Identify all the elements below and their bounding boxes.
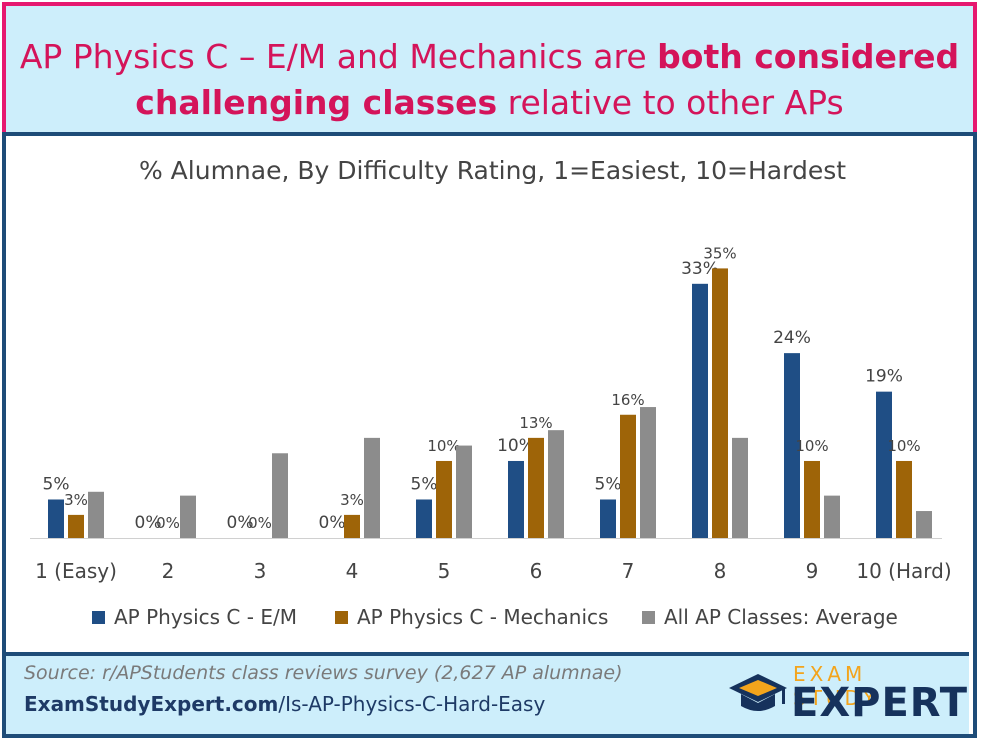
data-label-ap-physics-c-e-m-2: 0%: [135, 513, 162, 533]
bar-ap-physics-c-mechanics-1: [68, 514, 84, 538]
legend-swatch-mechanics: [335, 610, 348, 624]
bar-ap-physics-c-e-m-7: [600, 499, 616, 538]
x-tick-label-1: 1 (Easy): [35, 559, 117, 583]
brand-logo: EXAM STUDY EXPERT: [723, 660, 967, 728]
bar-all-ap-classes-average-3: [272, 453, 288, 538]
legend-item-mechanics: AP Physics C - Mechanics: [335, 605, 608, 629]
data-label-ap-physics-c-e-m-8: 33%: [681, 259, 719, 279]
x-tick-label-4: 4: [346, 559, 359, 583]
bar-ap-physics-c-mechanics-8: [712, 268, 728, 538]
bar-all-ap-classes-average-2: [180, 495, 196, 538]
bar-ap-physics-c-e-m-9: [784, 353, 800, 538]
chart-title: % Alumnae, By Difficulty Rating, 1=Easie…: [138, 156, 847, 185]
data-label-ap-physics-c-mechanics-8: 35%: [703, 244, 736, 262]
footer: Source: r/APStudents class reviews surve…: [6, 652, 969, 734]
legend-label-em: AP Physics C - E/M: [114, 605, 297, 629]
x-tick-label-3: 3: [254, 559, 267, 583]
x-tick-label-5: 5: [438, 559, 451, 583]
logo-text-top: EXAM STUDY: [793, 662, 880, 710]
legend: AP Physics C - E/M AP Physics C - Mechan…: [0, 605, 985, 633]
article-url[interactable]: ExamStudyExpert.com/Is-AP-Physics-C-Hard…: [24, 692, 545, 716]
data-label-ap-physics-c-e-m-1: 5%: [43, 474, 70, 494]
x-tick-label-7: 7: [622, 559, 635, 583]
headline-bold-2: challenging classes: [135, 83, 498, 122]
headline-part-2: relative to other APs: [497, 83, 844, 122]
x-tick-label-8: 8: [714, 559, 727, 583]
x-tick-label-9: 9: [806, 559, 819, 583]
data-label-ap-physics-c-mechanics-5: 10%: [427, 437, 460, 455]
data-label-ap-physics-c-e-m-5: 5%: [411, 474, 438, 494]
url-domain: ExamStudyExpert.com: [24, 692, 279, 716]
source-note: Source: r/APStudents class reviews surve…: [24, 662, 623, 684]
legend-label-average: All AP Classes: Average: [664, 605, 898, 629]
data-label-ap-physics-c-mechanics-6: 13%: [519, 414, 552, 432]
data-label-ap-physics-c-e-m-4: 0%: [319, 513, 346, 533]
bar-all-ap-classes-average-5: [456, 445, 472, 538]
bar-ap-physics-c-mechanics-4: [344, 514, 360, 538]
header-banner: AP Physics C – E/M and Mechanics are bot…: [2, 2, 977, 136]
bar-all-ap-classes-average-9: [824, 495, 840, 538]
bar-ap-physics-c-mechanics-5: [436, 460, 452, 538]
data-label-ap-physics-c-mechanics-1: 3%: [64, 491, 88, 509]
bar-ap-physics-c-mechanics-7: [620, 414, 636, 538]
bar-ap-physics-c-e-m-10: [876, 391, 892, 538]
bar-ap-physics-c-mechanics-9: [804, 460, 820, 538]
bar-all-ap-classes-average-1: [88, 491, 104, 538]
legend-item-average: All AP Classes: Average: [642, 605, 898, 629]
bar-all-ap-classes-average-10: [916, 511, 932, 538]
headline: AP Physics C – E/M and Mechanics are bot…: [6, 34, 973, 126]
bar-ap-physics-c-mechanics-6: [528, 437, 544, 538]
data-label-ap-physics-c-mechanics-7: 16%: [611, 391, 644, 409]
data-label-ap-physics-c-mechanics-10: 10%: [887, 437, 920, 455]
data-label-ap-physics-c-mechanics-9: 10%: [795, 437, 828, 455]
data-label-ap-physics-c-e-m-9: 24%: [773, 328, 811, 348]
logo-text-main: EXPERT: [791, 680, 969, 726]
x-tick-label-6: 6: [530, 559, 543, 583]
bar-ap-physics-c-e-m-8: [692, 283, 708, 538]
bar-ap-physics-c-mechanics-10: [896, 460, 912, 538]
x-tick-label-2: 2: [162, 559, 175, 583]
bar-all-ap-classes-average-6: [548, 430, 564, 538]
data-label-ap-physics-c-mechanics-3: 0%: [248, 514, 272, 532]
graduation-cap-icon: [729, 674, 787, 711]
data-label-ap-physics-c-mechanics-4: 3%: [340, 491, 364, 509]
data-label-ap-physics-c-e-m-7: 5%: [595, 474, 622, 494]
legend-swatch-em: [92, 610, 105, 624]
headline-bold-1: both considered: [657, 37, 960, 76]
data-label-ap-physics-c-e-m-10: 19%: [865, 367, 903, 387]
url-path: /Is-AP-Physics-C-Hard-Easy: [278, 692, 546, 716]
data-label-ap-physics-c-mechanics-2: 0%: [156, 514, 180, 532]
data-label-ap-physics-c-e-m-6: 10%: [497, 436, 535, 456]
bar-all-ap-classes-average-4: [364, 437, 380, 538]
bar-ap-physics-c-e-m-1: [48, 499, 64, 538]
headline-part-1: AP Physics C – E/M and Mechanics are: [19, 37, 658, 76]
legend-label-mechanics: AP Physics C - Mechanics: [357, 605, 609, 629]
bar-all-ap-classes-average-7: [640, 407, 656, 538]
bar-ap-physics-c-e-m-5: [416, 499, 432, 538]
bar-all-ap-classes-average-8: [732, 437, 748, 538]
legend-swatch-average: [642, 610, 655, 624]
data-label-ap-physics-c-e-m-3: 0%: [227, 513, 254, 533]
legend-item-em: AP Physics C - E/M: [92, 605, 297, 629]
bar-ap-physics-c-e-m-6: [508, 460, 524, 538]
x-tick-label-10: 10 (Hard): [856, 559, 951, 583]
